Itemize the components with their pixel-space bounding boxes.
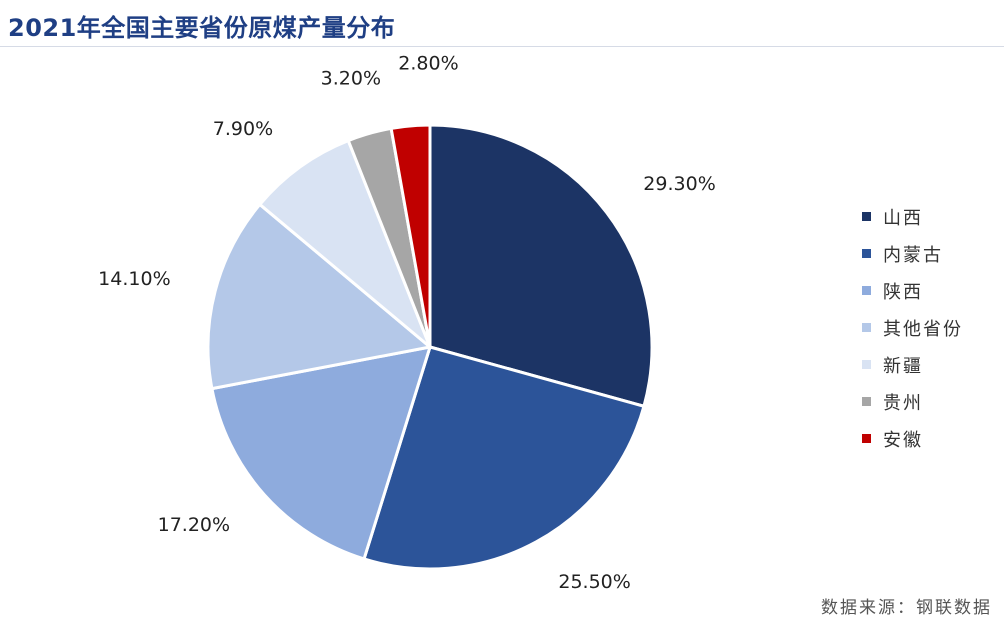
legend-label: 新疆 — [883, 352, 923, 378]
legend-item-6: 贵州 — [862, 383, 963, 420]
data-label-6: 3.20% — [321, 68, 381, 90]
legend-label: 山西 — [883, 204, 923, 230]
source-note: 数据来源：钢联数据 — [821, 593, 992, 618]
legend-label: 陕西 — [883, 278, 923, 304]
legend-swatch — [862, 212, 871, 221]
legend-swatch — [862, 286, 871, 295]
legend-item-2: 内蒙古 — [862, 235, 963, 272]
legend-item-4: 其他省份 — [862, 309, 963, 346]
legend-swatch — [862, 360, 871, 369]
pie-slices — [208, 125, 652, 569]
legend-label: 安徽 — [883, 426, 923, 452]
legend-item-1: 山西 — [862, 198, 963, 235]
data-label-1: 29.30% — [643, 173, 715, 195]
legend-item-3: 陕西 — [862, 272, 963, 309]
legend-swatch — [862, 323, 871, 332]
legend-swatch — [862, 397, 871, 406]
legend: 山西内蒙古陕西其他省份新疆贵州安徽 — [862, 198, 963, 457]
legend-label: 其他省份 — [883, 315, 963, 341]
legend-swatch — [862, 434, 871, 443]
data-label-2: 25.50% — [558, 571, 630, 593]
legend-item-7: 安徽 — [862, 420, 963, 457]
data-label-5: 7.90% — [213, 118, 273, 140]
data-label-7: 2.80% — [398, 53, 458, 75]
data-label-3: 17.20% — [158, 514, 230, 536]
legend-label: 内蒙古 — [883, 241, 943, 267]
legend-item-5: 新疆 — [862, 346, 963, 383]
data-label-4: 14.10% — [98, 268, 170, 290]
legend-swatch — [862, 249, 871, 258]
legend-label: 贵州 — [883, 389, 923, 415]
